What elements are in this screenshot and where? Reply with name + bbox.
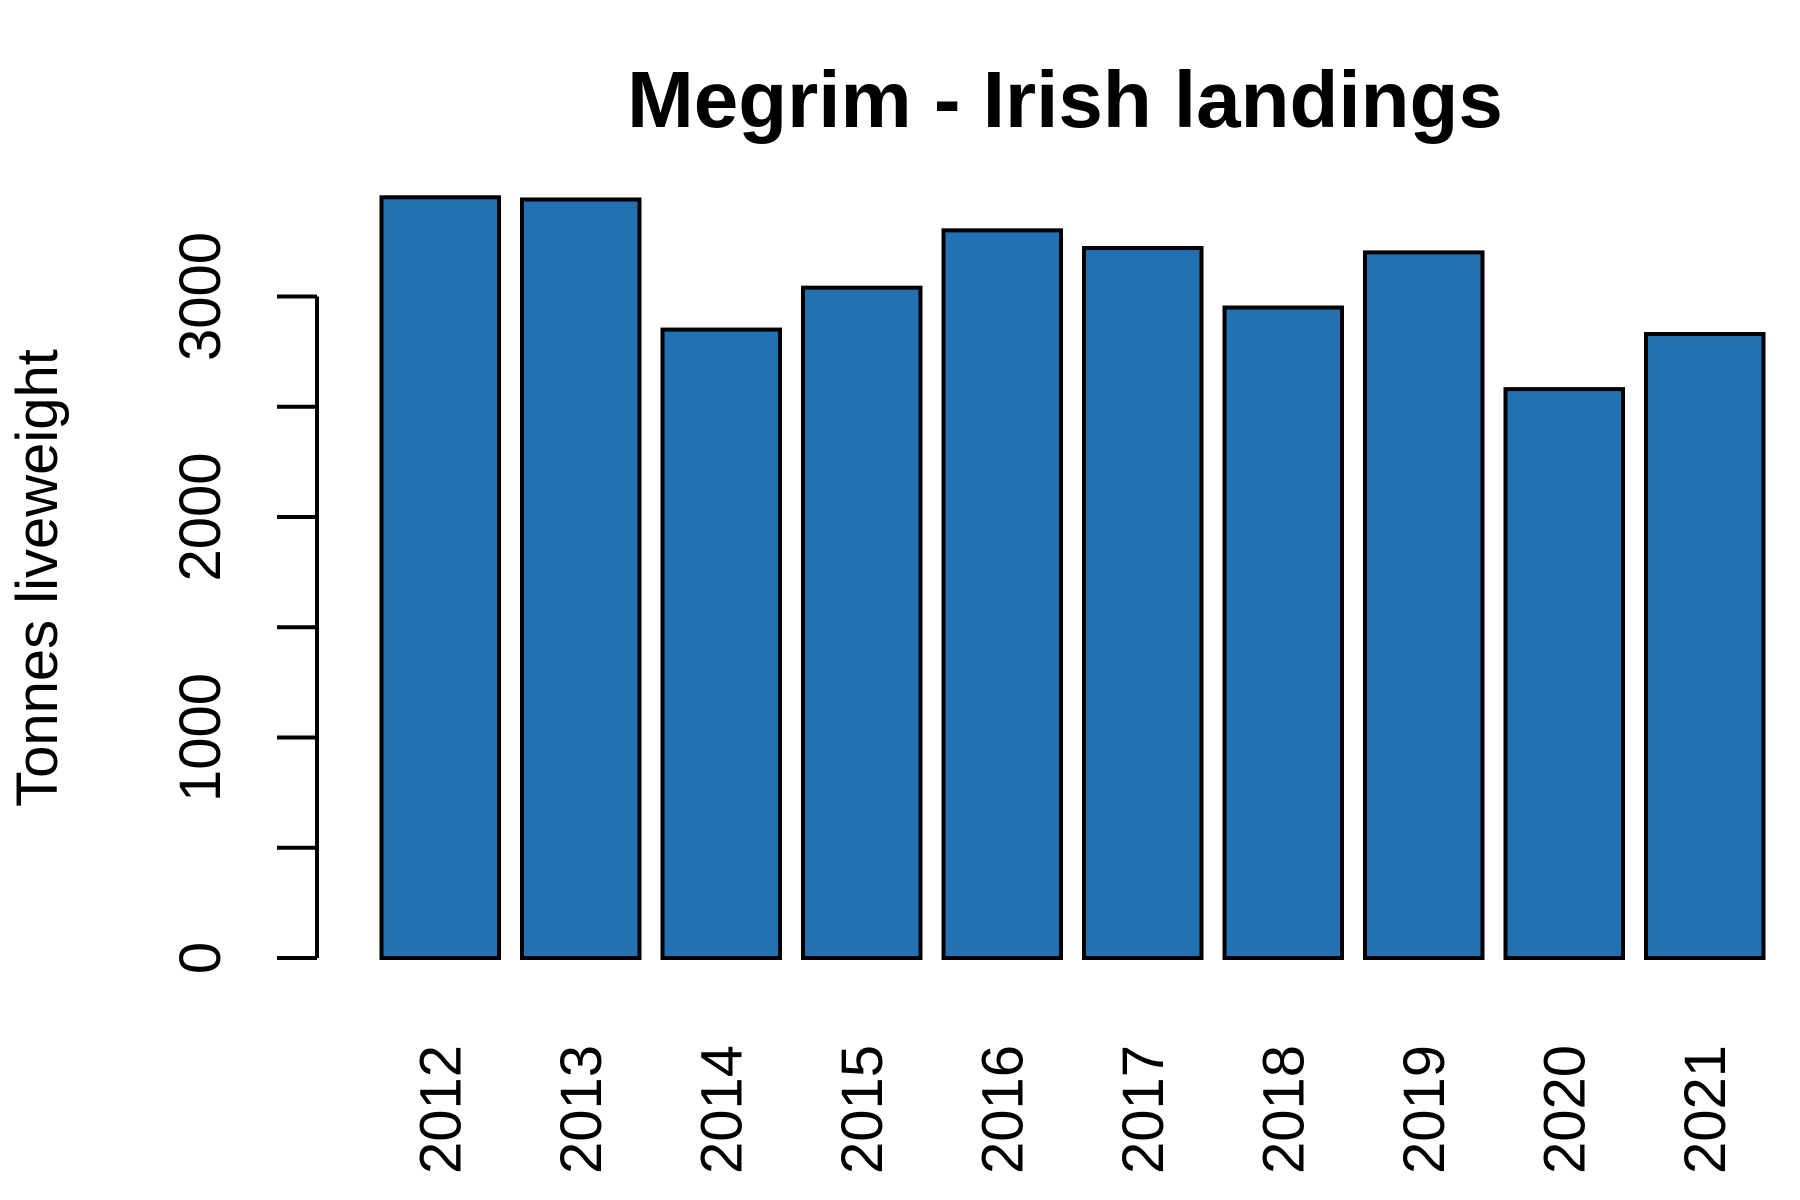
bar-2015 <box>801 285 923 960</box>
bar-2017 <box>1082 245 1204 961</box>
bar-2018 <box>1222 305 1344 960</box>
y-tick-label: 2000 <box>168 452 233 581</box>
chart-title: Megrim - Irish landings <box>627 55 1503 144</box>
x-tick-label: 2017 <box>1111 1045 1176 1174</box>
bar-2012 <box>379 195 501 960</box>
x-axis-labels: 2012 2013 2014 2015 2016 2017 2018 2019 2020 2021 <box>408 1045 1738 1174</box>
y-axis-label: Tonnes liveweight <box>5 349 70 807</box>
y-tick-label: 0 <box>168 942 233 974</box>
y-axis-ticks: 0 1000 2000 3000 <box>168 232 317 974</box>
y-tick-label: 3000 <box>168 232 233 361</box>
bars-group <box>379 195 1766 961</box>
x-tick-label: 2012 <box>408 1045 473 1174</box>
bar-2013 <box>520 197 642 961</box>
x-tick-label: 2013 <box>549 1045 614 1174</box>
x-tick-label: 2016 <box>970 1045 1035 1174</box>
x-tick-label: 2018 <box>1251 1045 1316 1174</box>
bar-2020 <box>1503 387 1625 960</box>
x-tick-label: 2020 <box>1532 1045 1597 1174</box>
bar-2021 <box>1644 331 1766 960</box>
x-tick-label: 2015 <box>830 1045 895 1174</box>
bar-2019 <box>1363 250 1485 960</box>
x-tick-label: 2019 <box>1392 1045 1457 1174</box>
x-tick-label: 2021 <box>1673 1045 1738 1174</box>
bar-2014 <box>660 327 782 960</box>
y-tick-label: 1000 <box>168 673 233 802</box>
x-tick-label: 2014 <box>689 1045 754 1174</box>
bar-2016 <box>941 228 1063 961</box>
